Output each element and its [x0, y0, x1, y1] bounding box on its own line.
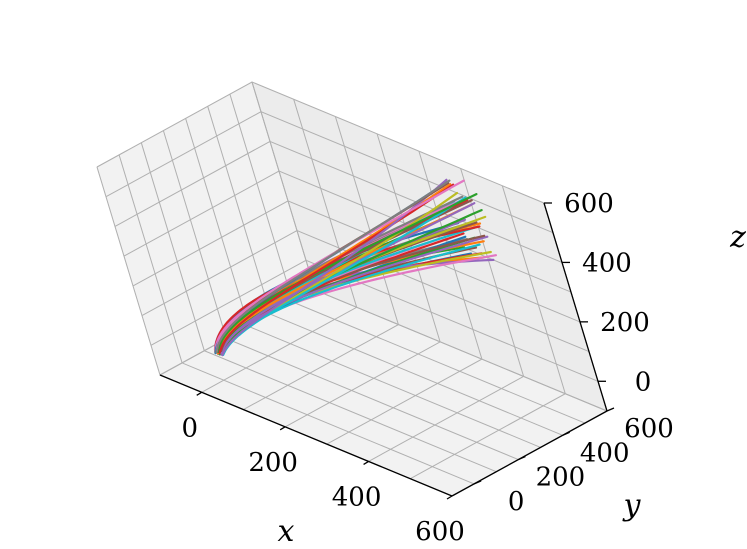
y-tick-mark — [606, 407, 615, 412]
x-tick-mark — [196, 391, 203, 396]
y-tick-label: 400 — [580, 438, 630, 468]
z-axis-line — [543, 202, 608, 412]
z-tick-label: 0 — [635, 367, 652, 397]
series-line-48 — [215, 179, 451, 354]
x-tick-mark — [279, 426, 286, 431]
y-tick-mark — [473, 480, 482, 485]
z-axis-label: z — [729, 220, 746, 255]
y-tick-label: 0 — [508, 487, 525, 517]
chart-series-lines — [213, 178, 497, 357]
series-line-43 — [217, 193, 478, 354]
z-tick-label: 400 — [582, 248, 632, 278]
chart-axis-labels: x y z — [278, 220, 747, 549]
x-tick-mark — [446, 495, 453, 500]
series-line-45 — [221, 178, 448, 357]
x-tick-label: 0 — [181, 413, 198, 443]
x-tick-label: 400 — [332, 482, 382, 512]
x-axis-line — [159, 374, 453, 497]
y-axis-label: y — [622, 488, 642, 523]
series-line-47 — [215, 179, 465, 352]
y-tick-mark — [562, 431, 570, 436]
z-tick-label: 200 — [600, 308, 650, 338]
gridline-y — [140, 142, 497, 473]
x-tick-label: 600 — [415, 517, 465, 547]
chart-gridlines — [96, 81, 608, 497]
chart-panes — [96, 81, 609, 497]
gridline-z — [96, 81, 545, 204]
chart-axes — [159, 202, 615, 500]
gridline-y — [118, 154, 475, 485]
x-tick-label: 200 — [248, 448, 298, 478]
y-tick-label: 600 — [624, 414, 674, 444]
z-tick-label: 600 — [564, 189, 614, 219]
x-axis-label: x — [278, 514, 295, 549]
y-tick-mark — [518, 455, 526, 461]
x-tick-mark — [363, 460, 369, 465]
y-tick-label: 200 — [536, 463, 586, 493]
